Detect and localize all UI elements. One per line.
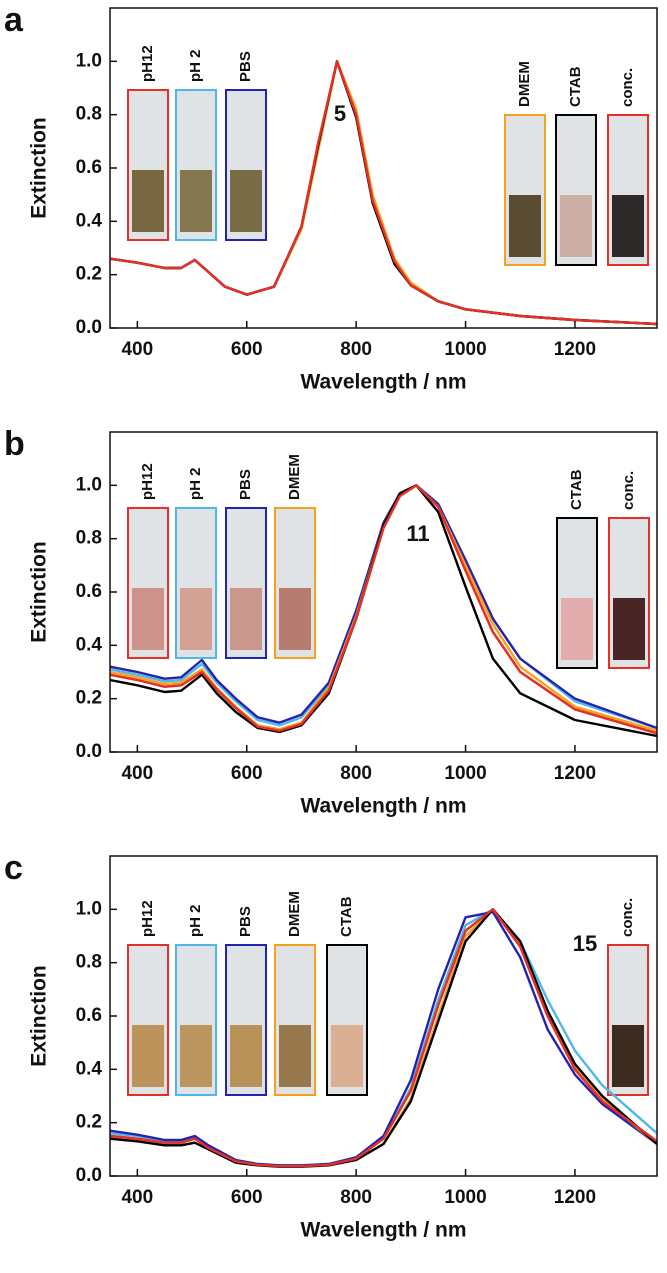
cuvette-liquid	[331, 1025, 363, 1087]
y-tick-label: 0.2	[76, 264, 102, 285]
peak-annotation: 11	[406, 521, 429, 546]
peak-annotation: 5	[334, 101, 346, 126]
cuvette-liquid	[561, 598, 593, 660]
x-tick-label: 600	[231, 763, 263, 784]
y-tick-label: 0.0	[76, 317, 102, 338]
x-tick-label: 1000	[444, 763, 486, 784]
y-tick-label: 0.4	[76, 634, 103, 655]
cuvette-label: DMEM	[516, 61, 533, 107]
cuvette-label: pH 2	[187, 904, 204, 937]
cuvette-label: DMEM	[286, 891, 303, 937]
cuvette-label: PBS	[237, 51, 254, 82]
x-tick-label: 400	[121, 1187, 153, 1208]
x-tick-label: 800	[340, 763, 372, 784]
y-tick-label: 0.4	[76, 210, 103, 231]
x-tick-label: 1000	[444, 339, 486, 360]
x-tick-label: 1000	[444, 1187, 486, 1208]
y-tick-label: 1.0	[76, 50, 102, 71]
cuvette-liquid	[612, 195, 644, 257]
spectrum-line	[109, 484, 658, 735]
cuvette-label: PBS	[237, 469, 254, 500]
y-tick-label: 0.6	[76, 1005, 102, 1026]
x-axis-label: Wavelength / nm	[300, 1219, 466, 1242]
cuvette-liquid	[509, 195, 541, 257]
cuvette-label: PBS	[237, 906, 254, 937]
y-tick-label: 0.8	[76, 104, 102, 125]
y-axis-label: Extinction	[28, 541, 51, 643]
cuvette-label: conc.	[619, 898, 636, 937]
y-tick-label: 1.0	[76, 474, 102, 495]
y-tick-label: 0.8	[76, 952, 102, 973]
x-axis-label: Wavelength / nm	[300, 795, 466, 818]
cuvette-label: conc.	[620, 471, 637, 510]
x-tick-label: 600	[231, 339, 263, 360]
cuvette-liquid	[132, 588, 164, 650]
y-tick-label: 0.6	[76, 581, 102, 602]
panel-label: c	[4, 849, 23, 887]
cuvette-label: CTAB	[567, 66, 584, 107]
cuvette-label: pH12	[139, 900, 156, 937]
x-tick-label: 400	[121, 763, 153, 784]
cuvette-label: pH 2	[187, 49, 204, 82]
cuvette-liquid	[279, 1025, 311, 1087]
y-tick-label: 0.0	[76, 741, 102, 762]
cuvette-label: CTAB	[338, 896, 355, 937]
spectrum-line	[109, 484, 658, 738]
panel-label: b	[4, 425, 25, 463]
x-tick-label: 600	[231, 1187, 263, 1208]
cuvette-liquid	[613, 598, 645, 660]
spectrum-line	[109, 484, 658, 730]
y-tick-label: 0.2	[76, 1112, 102, 1133]
cuvette-liquid	[180, 588, 212, 650]
cuvette-liquid	[612, 1025, 644, 1087]
cuvette-liquid	[180, 1025, 212, 1087]
y-tick-label: 0.6	[76, 157, 102, 178]
x-axis-label: Wavelength / nm	[300, 371, 466, 394]
y-tick-label: 0.2	[76, 688, 102, 709]
cuvette-label: pH12	[139, 45, 156, 82]
x-tick-label: 1200	[554, 763, 596, 784]
spectrum-line	[109, 60, 658, 326]
y-tick-label: 0.4	[76, 1058, 103, 1079]
y-axis-label: Extinction	[28, 117, 51, 219]
x-tick-label: 800	[340, 1187, 372, 1208]
cuvette-liquid	[180, 170, 212, 232]
cuvette-liquid	[230, 170, 262, 232]
cuvette-liquid	[230, 1025, 262, 1087]
y-tick-label: 0.0	[76, 1165, 102, 1186]
y-tick-label: 0.8	[76, 528, 102, 549]
cuvette-label: pH12	[139, 463, 156, 500]
cuvette-liquid	[560, 195, 592, 257]
cuvette-liquid	[132, 1025, 164, 1087]
x-tick-label: 1200	[554, 339, 596, 360]
x-tick-label: 400	[121, 339, 153, 360]
cuvette-label: CTAB	[568, 469, 585, 510]
cuvette-label: pH 2	[187, 467, 204, 500]
peak-annotation: 15	[573, 931, 597, 956]
cuvette-liquid	[230, 588, 262, 650]
spectrum-line	[109, 908, 658, 1168]
cuvette-liquid	[279, 588, 311, 650]
cuvette-liquid	[132, 170, 164, 232]
y-axis-label: Extinction	[28, 965, 51, 1067]
cuvette-label: DMEM	[286, 454, 303, 500]
panel-label: a	[4, 1, 24, 39]
cuvette-label: conc.	[619, 68, 636, 107]
y-tick-label: 1.0	[76, 898, 102, 919]
x-tick-label: 1200	[554, 1187, 596, 1208]
x-tick-label: 800	[340, 339, 372, 360]
